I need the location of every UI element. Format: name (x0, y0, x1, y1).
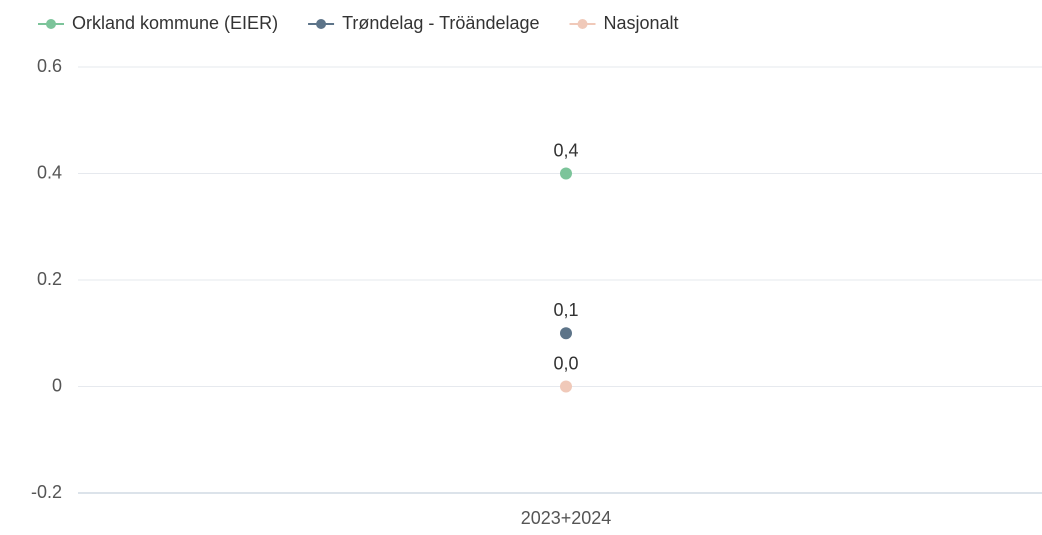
data-label: 0,0 (553, 353, 578, 373)
data-label: 0,4 (553, 140, 578, 160)
y-tick-label: 0.6 (37, 56, 62, 76)
y-tick-label: 0.2 (37, 269, 62, 289)
y-tick-label: 0.4 (37, 162, 62, 182)
x-tick-label: 2023+2024 (521, 508, 612, 528)
legend-label: Trøndelag - Tröändelage (342, 13, 539, 33)
legend-marker (577, 19, 588, 29)
data-point (560, 327, 572, 340)
y-tick-label: 0 (52, 375, 62, 395)
legend-label: Orkland kommune (EIER) (72, 13, 278, 33)
y-tick-label: -0.2 (31, 482, 62, 502)
legend-marker (46, 19, 56, 29)
data-point (560, 167, 572, 180)
data-point (560, 380, 572, 393)
legend-marker (316, 19, 327, 29)
legend-label: Nasjonalt (604, 13, 679, 33)
data-label: 0,1 (553, 300, 578, 320)
